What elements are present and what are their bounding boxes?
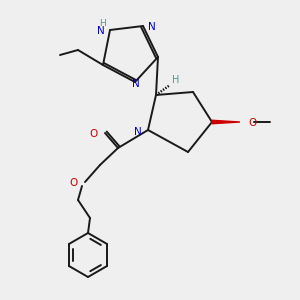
- Text: H: H: [172, 75, 180, 85]
- Text: N: N: [97, 26, 105, 36]
- Text: H: H: [99, 19, 106, 28]
- Text: N: N: [132, 79, 140, 89]
- Text: N: N: [148, 22, 156, 32]
- Text: N: N: [134, 127, 142, 137]
- Text: O: O: [70, 178, 78, 188]
- Polygon shape: [212, 120, 240, 124]
- Text: O: O: [248, 118, 256, 128]
- Text: O: O: [90, 129, 98, 139]
